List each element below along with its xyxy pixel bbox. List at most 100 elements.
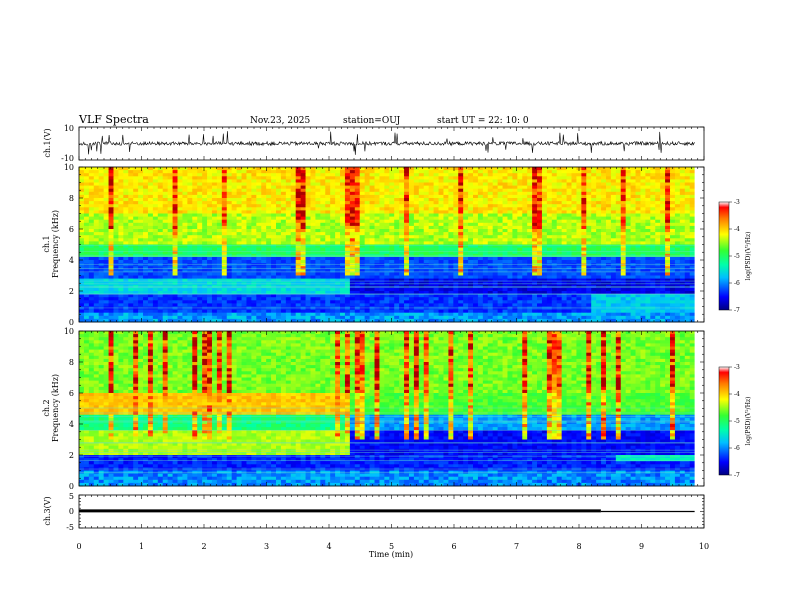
spectrogram-cell (192, 244, 198, 248)
spectrogram-cell (502, 216, 508, 221)
spectrogram-cell (586, 179, 592, 183)
spectrogram-cell (344, 188, 351, 193)
spectrogram-cell (453, 247, 459, 252)
spectrogram-cell (615, 232, 622, 236)
spectrogram-cell (236, 275, 242, 279)
spectrogram-cell (551, 213, 558, 217)
spectrogram-cell (172, 213, 178, 217)
spectrogram-cell (610, 210, 617, 214)
spectrogram-cell (266, 216, 272, 221)
spectrogram-cell (354, 287, 361, 292)
spectrogram-cell (344, 207, 351, 211)
spectrogram-cell (138, 188, 144, 193)
spectrogram-cell (83, 188, 90, 193)
spectrogram-cell (172, 179, 178, 183)
spectrogram-cell (576, 213, 582, 217)
spectrogram-cell (428, 232, 435, 236)
spectrogram-cell (522, 170, 528, 174)
spectrogram-cell (610, 263, 617, 267)
spectrogram-cell (507, 219, 513, 224)
spectrogram-cell (374, 281, 380, 286)
spectrogram-cell (261, 281, 267, 286)
spectrogram-cell (473, 235, 479, 239)
spectrogram-cell (596, 266, 602, 270)
spectrogram-cell (605, 229, 612, 233)
spectrogram-cell (79, 229, 85, 233)
spectrogram-cell (118, 253, 124, 258)
spectrogram-cell (645, 201, 651, 205)
spectrogram-cell (492, 191, 499, 196)
spectrogram-cell (246, 229, 252, 233)
spectrogram-cell (374, 229, 380, 233)
spectrogram-cell (295, 253, 302, 258)
spectrogram-cell (413, 232, 420, 236)
spectrogram-cell (463, 241, 469, 245)
spectrogram-cell (93, 287, 100, 292)
spectrogram-cell (522, 275, 528, 279)
spectrogram-cell (399, 260, 405, 264)
spectrogram-cell (113, 260, 119, 264)
spectrogram-cell (305, 281, 311, 286)
spectrogram-cell (128, 241, 134, 245)
spectrogram-cell (458, 219, 464, 224)
spectrogram-cell (665, 244, 671, 248)
spectrogram-cell (517, 247, 523, 252)
spectrogram-cell (207, 281, 213, 286)
spectrogram-cell (162, 182, 169, 186)
spectrogram-cell (108, 278, 114, 283)
spectrogram-cell (369, 256, 375, 261)
spectrogram-cell (665, 185, 671, 190)
spectrogram-cell (374, 179, 380, 183)
spectrogram-cell (295, 232, 302, 236)
spectrogram-cell (605, 266, 612, 270)
spectrogram-cell (133, 167, 139, 171)
spectrogram-cell (138, 204, 144, 208)
spectrogram-cell (689, 194, 696, 199)
spectrogram-cell (103, 210, 109, 214)
spectrogram-cell (674, 179, 681, 183)
spectrogram-cell (330, 194, 336, 199)
spectrogram-cell (640, 232, 646, 236)
spectrogram-cell (182, 229, 188, 233)
spectrogram-cell (118, 260, 124, 264)
spectrogram-cell (408, 201, 415, 205)
spectrogram-cell (266, 222, 272, 227)
spectrogram-cell (221, 229, 228, 233)
spectrogram-cell (586, 241, 592, 245)
spectrogram-cell (605, 170, 612, 174)
spectrogram-cell (192, 287, 198, 292)
spectrogram-cell (660, 170, 666, 174)
spectrogram-cell (605, 253, 612, 258)
spectrogram-cell (280, 185, 287, 190)
spectrogram-cell (423, 281, 430, 286)
spectrogram-cell (468, 263, 474, 267)
spectrogram-cell (246, 266, 252, 270)
spectrogram-cell (226, 287, 233, 292)
spectrogram-cell (458, 222, 464, 227)
spectrogram-cell (261, 287, 267, 292)
spectrogram-cell (512, 229, 518, 233)
spectrogram-cell (635, 191, 641, 196)
spectrogram-cell (290, 260, 297, 264)
spectrogram-cell (527, 250, 533, 255)
spectrogram-cell (113, 179, 119, 183)
spectrogram-cell (610, 266, 617, 270)
spectrogram-row (79, 173, 696, 177)
spectrogram-cell (315, 204, 321, 208)
spectrogram-cell (630, 219, 636, 224)
spectrogram-cell (389, 269, 395, 273)
spectrogram-cell (537, 216, 543, 221)
spectrogram-row (79, 232, 696, 236)
spectrogram-cell (192, 194, 198, 199)
spectrogram-cell (379, 201, 385, 205)
spectrogram-cell (655, 225, 661, 230)
spectrogram-cell (93, 213, 100, 217)
spectrogram-cell (266, 272, 272, 276)
spectrogram-cell (152, 256, 159, 261)
spectrogram-cell (689, 216, 696, 221)
spectrogram-cell (241, 278, 247, 283)
spectrogram-cell (655, 207, 661, 211)
spectrogram-cell (463, 194, 469, 199)
spectrogram-cell (620, 266, 627, 270)
spectrogram-cell (433, 232, 439, 236)
